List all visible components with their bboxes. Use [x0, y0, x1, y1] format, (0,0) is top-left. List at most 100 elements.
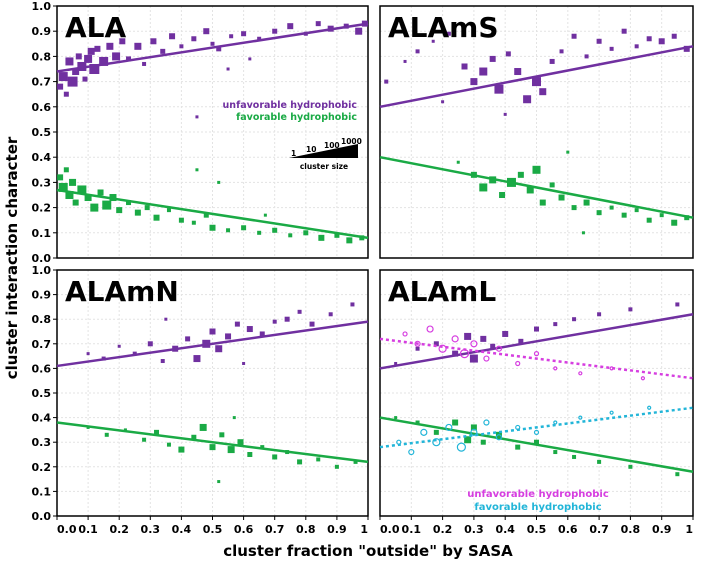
data-point-square	[394, 361, 398, 365]
data-point-square	[217, 480, 221, 484]
data-point-square	[160, 48, 166, 54]
legend-favorable-label: favorable hydrophobic	[236, 112, 357, 123]
data-point-square	[134, 42, 142, 50]
data-point-square	[216, 46, 222, 52]
fit-line	[379, 313, 694, 370]
y-tick-label: 0.3	[32, 436, 52, 449]
data-point-square	[583, 199, 590, 206]
data-point-square	[260, 445, 265, 450]
data-point-circle	[515, 360, 521, 367]
data-point-square	[433, 429, 439, 435]
data-point-square	[553, 322, 558, 327]
data-point-square	[58, 182, 68, 192]
data-point-square	[97, 189, 104, 196]
data-point-square	[77, 185, 87, 195]
panel-alaml: 0.0 0.1 0.2 0.3 0.4 0.5 0.6 0.7 0.8 0.9 1 ALAmL	[379, 269, 694, 536]
data-point-square	[355, 27, 363, 35]
data-point-circle	[438, 344, 447, 353]
data-point-square	[248, 57, 252, 61]
data-point-square	[126, 56, 132, 62]
data-point-square	[646, 36, 652, 42]
alt-series-legend: unfavorable hydrophobic favorable hydrop…	[467, 489, 609, 513]
data-point-square	[480, 335, 487, 342]
y-tick-label: 1.0	[32, 0, 52, 13]
data-point-square	[518, 338, 524, 344]
data-point-square	[116, 207, 123, 214]
y-tick-label: 1.0	[32, 264, 52, 277]
data-point-square	[65, 191, 74, 199]
data-point-square	[558, 194, 565, 201]
data-point-square	[646, 217, 652, 223]
panel-alams: ALAmS	[379, 5, 694, 259]
data-point-square	[102, 200, 112, 210]
data-point-square	[489, 55, 496, 62]
data-point-square	[297, 459, 303, 465]
data-point-circle	[553, 420, 558, 425]
x-tick-label: 0.7	[265, 523, 285, 536]
series-1	[379, 302, 694, 370]
data-point-square	[153, 214, 160, 221]
series-legend: unfavorable hydrophobic favorable hydrop…	[223, 100, 357, 123]
fit-line	[56, 320, 369, 368]
legend-unfavorable-label: unfavorable hydrophobic	[223, 100, 357, 111]
data-point-square	[209, 224, 216, 231]
data-point-square	[210, 41, 215, 46]
data-point-square	[57, 83, 64, 90]
data-point-square	[394, 416, 398, 420]
data-point-square	[597, 312, 602, 317]
data-point-square	[166, 208, 171, 213]
size-legend: 1 10 100 1000 cluster size	[289, 137, 362, 171]
data-point-square	[559, 49, 564, 54]
data-point-square	[571, 33, 577, 39]
data-point-square	[446, 31, 451, 36]
data-point-square	[384, 79, 389, 84]
data-point-square	[675, 472, 680, 477]
data-point-square	[185, 336, 191, 342]
data-point-square	[259, 331, 265, 337]
data-point-circle	[456, 442, 466, 452]
data-point-circle	[495, 434, 503, 441]
data-point-square	[272, 28, 278, 34]
x-tick-label: 0.4	[495, 523, 515, 536]
data-point-square	[415, 49, 420, 54]
data-point-square	[257, 230, 262, 235]
data-point-square	[315, 21, 321, 27]
data-point-square	[217, 180, 221, 184]
data-point-circle	[470, 340, 478, 348]
x-tick-label: 0.8	[621, 523, 641, 536]
data-point-square	[257, 36, 262, 41]
data-point-circle	[426, 325, 434, 333]
data-point-square	[241, 31, 247, 37]
data-point-square	[63, 167, 69, 173]
data-point-square	[671, 33, 677, 39]
data-point-square	[191, 220, 196, 225]
fit-line	[379, 45, 694, 109]
data-point-circle	[483, 419, 490, 426]
y-tick-label: 0.6	[32, 362, 52, 375]
x-tick-label: 0.5	[203, 523, 223, 536]
fit-line	[56, 421, 369, 464]
data-point-square	[166, 442, 171, 447]
data-point-square	[209, 444, 216, 451]
y-tick-label: 0.1	[32, 485, 52, 498]
data-point-square	[69, 178, 77, 186]
data-point-square	[671, 219, 678, 226]
data-point-circle	[578, 371, 583, 376]
panel-title: ALAmS	[388, 11, 499, 44]
data-point-square	[86, 352, 90, 356]
y-tick-label: 0.1	[32, 227, 52, 240]
size-legend-wedge	[289, 144, 358, 158]
y-tick-label: 0.8	[32, 313, 52, 326]
data-point-square	[675, 302, 680, 307]
data-point-square	[303, 230, 309, 236]
data-point-square	[456, 160, 460, 164]
x-tick-label: 0.9	[652, 523, 672, 536]
data-point-square	[134, 209, 141, 216]
data-point-circle	[533, 351, 540, 357]
data-point-square	[117, 344, 121, 348]
data-point-square	[490, 343, 496, 349]
data-point-square	[164, 317, 168, 321]
data-point-square	[470, 78, 478, 86]
